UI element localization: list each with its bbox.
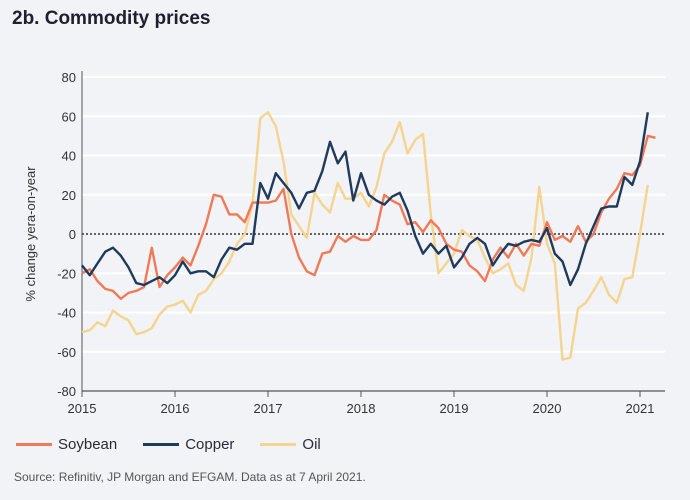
y-tick-label: -60 <box>57 345 76 360</box>
y-tick-label: -80 <box>57 384 76 399</box>
y-tick-label: 60 <box>62 109 76 124</box>
x-tick-label: 2021 <box>626 401 655 416</box>
x-tick-label: 2018 <box>347 401 376 416</box>
legend-swatch <box>143 443 180 446</box>
legend-item-copper: Copper <box>143 436 234 453</box>
x-tick-label: 2019 <box>440 401 469 416</box>
chart-title: 2b. Commodity prices <box>12 8 211 29</box>
series-line-soybean <box>81 134 656 300</box>
y-tick-label: 40 <box>62 149 76 164</box>
source-note: Source: Refinitiv, JP Morgan and EFGAM. … <box>14 470 366 484</box>
legend-item-oil: Oil <box>260 436 321 453</box>
legend-swatch <box>260 443 297 446</box>
y-tick-label: 80 <box>62 70 76 85</box>
y-axis-label: % change yera-on-year <box>23 166 38 302</box>
x-tick-label: 2017 <box>254 401 283 416</box>
y-tick-label: -40 <box>57 306 76 321</box>
legend-label: Copper <box>185 436 235 453</box>
x-tick-label: 2016 <box>161 401 190 416</box>
y-tick-label: 0 <box>69 227 76 242</box>
series-line-oil <box>81 111 649 361</box>
x-tick-label: 2015 <box>68 401 97 416</box>
legend-item-soybean: Soybean <box>16 436 117 453</box>
y-tick-label: 20 <box>62 188 76 203</box>
legend-swatch <box>16 443 52 446</box>
legend: Soybean Copper Oil <box>16 436 321 453</box>
chart-plot: 80 60 40 20 0 -20 -40 -60 -80 2015 2016 2017 2018 201… <box>23 70 665 416</box>
x-tick-label: 2020 <box>533 401 562 416</box>
legend-label: Oil <box>302 436 321 453</box>
series-line-copper <box>81 112 649 287</box>
y-tick-label: -20 <box>57 266 76 281</box>
legend-label: Soybean <box>58 436 118 453</box>
